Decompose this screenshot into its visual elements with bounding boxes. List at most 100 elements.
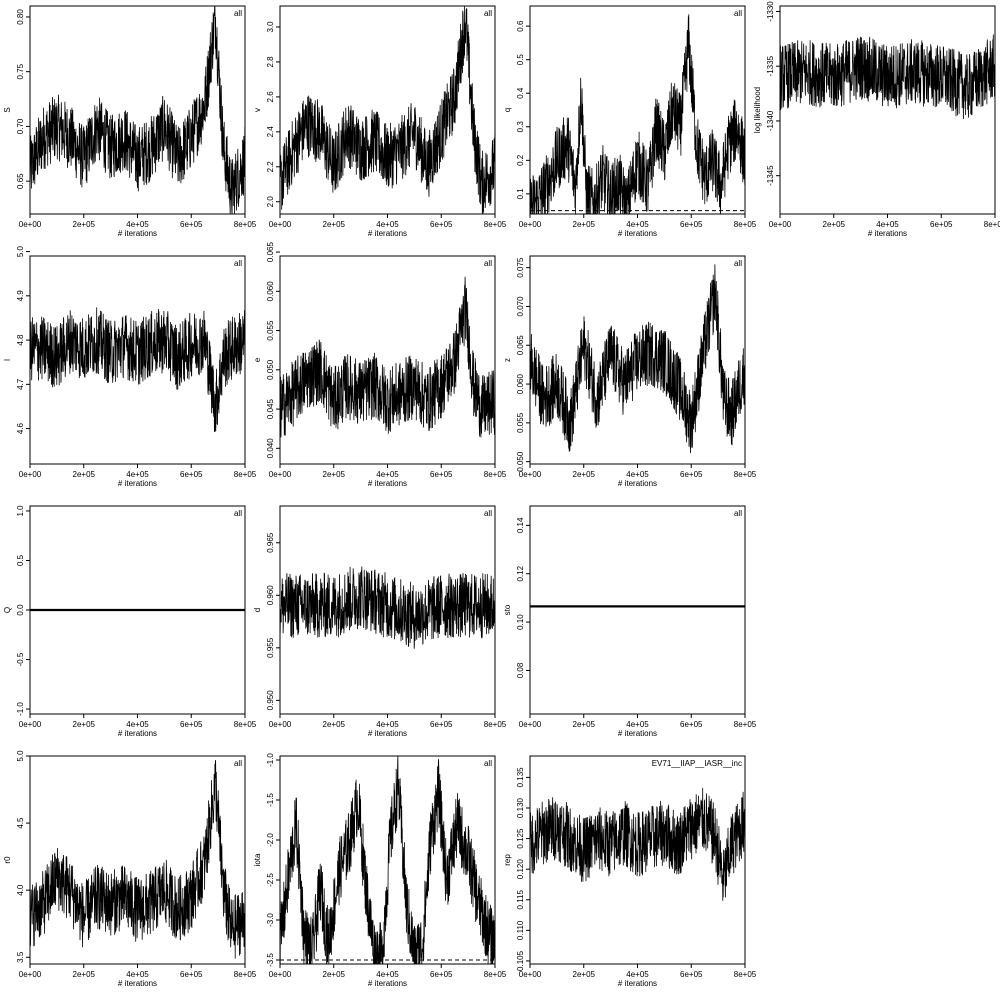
x-axis-label: # iterations [118, 729, 157, 738]
y-tick-label: 4.0 [16, 884, 25, 896]
x-tick-label: 0e+00 [19, 220, 42, 229]
x-tick-label: 6e+05 [930, 220, 953, 229]
trace-panel-d: 0e+00 2e+05 4e+05 6e+05 8e+05 # iterations 0.9… [253, 505, 507, 738]
panel-tag: EV71__IIAP__IASR__inc [652, 759, 742, 768]
y-tick-label: 0.0 [16, 604, 25, 616]
x-tick-label: 6e+05 [680, 970, 703, 979]
x-tick-label: 2e+05 [323, 470, 346, 479]
y-tick-label: 0.125 [516, 828, 525, 849]
x-tick-label: 8e+05 [734, 220, 757, 229]
x-tick-label: 6e+05 [180, 720, 203, 729]
y-axis-label: d [253, 608, 262, 612]
plot-frame [779, 5, 996, 215]
y-tick-label: 2.8 [266, 56, 275, 68]
y-axis-label: iota [253, 853, 262, 866]
y-tick-label: -1345 [766, 165, 775, 186]
x-tick-label: 8e+05 [734, 470, 757, 479]
y-tick-label: 0.955 [266, 637, 275, 658]
y-tick-label: 0.065 [516, 335, 525, 356]
y-tick-label: 0.6 [516, 20, 525, 32]
x-tick-label: 8e+05 [234, 720, 257, 729]
y-tick-label: -3.5 [266, 953, 275, 967]
y-tick-label: 0.950 [266, 690, 275, 711]
x-axis-label: # iterations [118, 229, 157, 238]
x-tick-label: 8e+05 [734, 970, 757, 979]
y-tick-label: 0.055 [516, 412, 525, 433]
trace-panel-S: 0e+00 2e+05 4e+05 6e+05 8e+05 # iterations 0.6… [3, 5, 257, 238]
y-axis-label: q [503, 108, 512, 112]
x-tick-label: 0e+00 [519, 220, 542, 229]
y-tick-label: 0.060 [266, 281, 275, 302]
trace-line-S [29, 5, 246, 215]
y-tick-label: 0.12 [516, 565, 525, 581]
y-tick-label: 3.5 [16, 951, 25, 963]
y-tick-label: 0.65 [16, 173, 25, 189]
x-tick-label: 0e+00 [519, 970, 542, 979]
panel-tag: all [484, 509, 492, 518]
y-tick-label: 0.075 [516, 257, 525, 278]
x-tick-label: 0e+00 [769, 220, 792, 229]
y-tick-label: 0.050 [266, 359, 275, 380]
x-tick-label: 8e+05 [234, 470, 257, 479]
x-tick-label: 2e+05 [323, 970, 346, 979]
trace-panel-l: 0e+00 2e+05 4e+05 6e+05 8e+05 # iterations 4.6… [3, 245, 257, 488]
x-tick-label: 4e+05 [126, 970, 149, 979]
y-tick-label: 0.110 [516, 920, 525, 940]
x-axis-label: # iterations [618, 229, 657, 238]
x-tick-label: 2e+05 [323, 720, 346, 729]
trace-panel-rep: 0e+00 2e+05 4e+05 6e+05 8e+05 # iterations 0.1… [503, 755, 757, 988]
y-tick-label: -3.0 [266, 913, 275, 927]
y-tick-label: 0.5 [16, 554, 25, 566]
trace-panel-Q: 0e+00 2e+05 4e+05 6e+05 8e+05 # iterations -1.… [3, 505, 257, 738]
x-tick-label: 4e+05 [376, 970, 399, 979]
y-tick-label: 1.0 [16, 505, 25, 517]
x-tick-label: 4e+05 [626, 970, 649, 979]
y-axis-label: sto [503, 604, 512, 615]
trace-line-iota [279, 755, 496, 965]
x-tick-label: 0e+00 [269, 720, 292, 729]
x-tick-label: 8e+05 [484, 970, 507, 979]
y-tick-label: -1.5 [266, 793, 275, 807]
x-axis-label: # iterations [368, 479, 407, 488]
y-tick-label: 0.070 [516, 296, 525, 317]
x-tick-label: 0e+00 [269, 470, 292, 479]
x-axis-label: # iterations [868, 229, 907, 238]
x-tick-label: 8e+05 [484, 220, 507, 229]
y-axis-label: S [3, 107, 12, 112]
x-tick-label: 8e+05 [234, 220, 257, 229]
y-tick-label: -1.0 [16, 702, 25, 716]
y-tick-label: -1340 [766, 110, 775, 131]
x-axis-label: # iterations [368, 979, 407, 988]
x-axis-label: # iterations [618, 729, 657, 738]
x-tick-label: 6e+05 [180, 970, 203, 979]
x-tick-label: 6e+05 [680, 720, 703, 729]
y-tick-label: 0.5 [516, 54, 525, 66]
x-tick-label: 4e+05 [876, 220, 899, 229]
x-tick-label: 0e+00 [519, 470, 542, 479]
x-tick-label: 4e+05 [626, 470, 649, 479]
trace-panel-iota: 0e+00 2e+05 4e+05 6e+05 8e+05 # iterations -3.… [253, 753, 507, 988]
y-tick-label: 4.5 [16, 817, 25, 829]
y-tick-label: 2.2 [266, 161, 275, 173]
x-tick-label: 2e+05 [73, 220, 96, 229]
y-axis-label: e [253, 357, 262, 362]
x-tick-label: 0e+00 [19, 720, 42, 729]
x-axis-label: # iterations [618, 479, 657, 488]
y-tick-label: 0.2 [516, 154, 525, 166]
panel-tag: all [484, 259, 492, 268]
trace-line-e [279, 276, 496, 438]
panel-tag: all [734, 9, 742, 18]
y-tick-label: 0.70 [16, 118, 25, 134]
y-tick-label: 0.115 [516, 890, 525, 910]
y-tick-label: 0.045 [266, 399, 275, 420]
y-tick-label: 0.130 [516, 797, 525, 818]
trace-line-r0 [29, 759, 246, 959]
y-tick-label: 0.120 [516, 859, 525, 880]
trace-line-q [529, 14, 746, 215]
panel-tag: all [234, 509, 242, 518]
trace-line-loglik [779, 34, 996, 120]
trace-line-z [529, 264, 746, 454]
trace-panel-v: 0e+00 2e+05 4e+05 6e+05 8e+05 # iterations 2.0… [253, 5, 507, 238]
trace-panel-sto: 0e+00 2e+05 4e+05 6e+05 8e+05 # iterations 0.0… [503, 505, 757, 738]
